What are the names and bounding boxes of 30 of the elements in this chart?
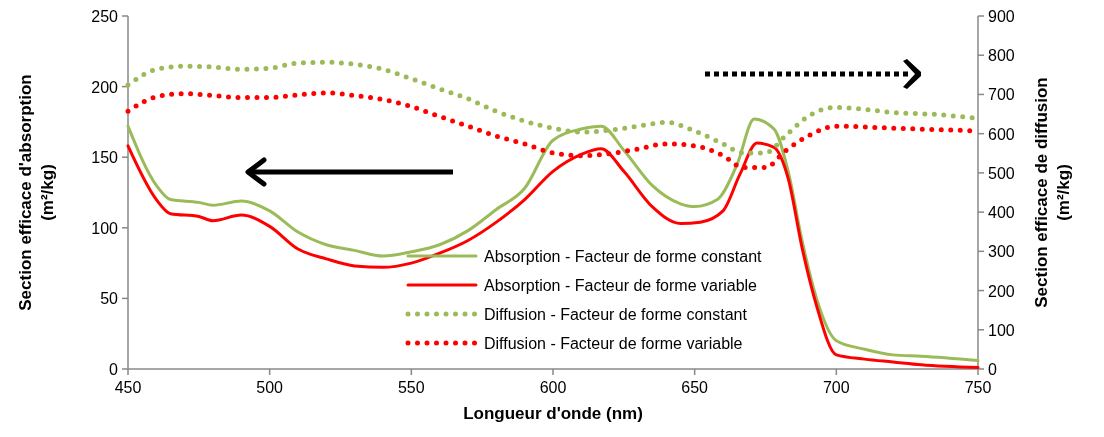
legend-label: Diffusion - Facteur de forme variable [484, 335, 743, 352]
legend-label: Diffusion - Facteur de forme constant [484, 306, 748, 323]
x-tick-label: 750 [964, 379, 992, 396]
x-axis-title: Longueur d'onde (nm) [463, 404, 643, 423]
y2-tick-label: 900 [988, 8, 1015, 25]
y2-tick-label: 800 [988, 47, 1015, 65]
y2-tick-label: 500 [988, 164, 1015, 182]
y-tick-label: 0 [109, 361, 119, 378]
y2-axis-title: Section efficace de diffusion (m²/kg) [1032, 77, 1073, 308]
x-tick-label: 650 [681, 379, 709, 396]
x-tick-label: 600 [539, 379, 567, 396]
x-tick-label: 700 [822, 379, 850, 396]
y2-tick-label: 200 [988, 282, 1015, 300]
y2-tick-label: 100 [988, 321, 1015, 339]
x-tick-label: 500 [256, 379, 284, 396]
y2-tick-label: 400 [988, 204, 1015, 222]
y-tick-label: 150 [91, 149, 119, 167]
y-tick-label: 100 [91, 219, 119, 237]
x-tick-label: 450 [114, 379, 142, 396]
x-tick-label: 550 [397, 379, 425, 396]
legend-label: Absorption - Facteur de forme variable [484, 277, 758, 294]
y2-tick-label: 600 [988, 125, 1015, 143]
y2-tick-label: 0 [988, 361, 997, 378]
y-tick-label: 50 [100, 290, 119, 308]
y2-tick-label: 300 [988, 243, 1015, 261]
y-tick-label: 200 [91, 78, 119, 96]
legend-label: Absorption - Facteur de forme constant [484, 248, 763, 265]
y2-tick-label: 700 [988, 86, 1015, 104]
y-axis-title: Section efficace d'absorption (m²/kg) [16, 74, 57, 311]
y-tick-label: 250 [91, 8, 119, 25]
